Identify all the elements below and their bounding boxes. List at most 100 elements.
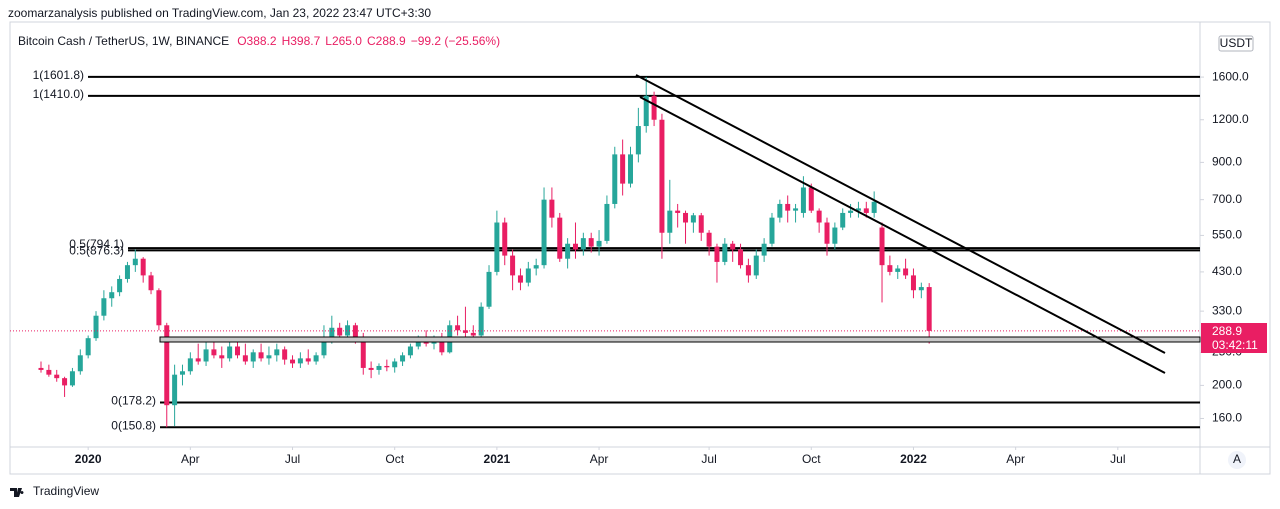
candle-body — [203, 349, 209, 362]
y-tick-label: 700.0 — [1212, 192, 1242, 206]
candle-body — [690, 215, 696, 223]
candle-body — [242, 355, 248, 362]
y-tick-label: 330.0 — [1212, 303, 1242, 317]
candle-body — [785, 203, 791, 211]
symbol: Bitcoin Cash / TetherUS, 1W, BINANCE O388… — [18, 34, 500, 48]
candle-body — [588, 238, 594, 247]
candle-body — [305, 358, 311, 362]
candle-body — [455, 325, 461, 331]
ohlc: O388.2 H398.7 L265.0 C288.9 −99.2 (−25.56%) — [237, 34, 500, 48]
candle-body — [101, 298, 107, 316]
ohlc-value: −99.2 (−25.56%) — [411, 34, 500, 48]
candle-body — [848, 210, 854, 213]
candle-body — [926, 287, 932, 331]
candle-body — [769, 217, 775, 244]
candle-body — [337, 327, 343, 336]
brand: TradingView — [33, 484, 99, 498]
candle-body — [604, 203, 610, 241]
candle-body — [722, 243, 728, 262]
candle-body — [541, 199, 547, 266]
currency-box[interactable] — [1218, 35, 1254, 52]
candle-body — [187, 358, 193, 372]
currency: USDT — [1220, 36, 1253, 50]
candle-body — [596, 240, 602, 247]
candle-body — [77, 355, 83, 372]
x-tick-label: 2021 — [484, 452, 511, 466]
candle-body — [227, 346, 233, 359]
y-tick-label: 1200.0 — [1212, 112, 1249, 126]
candle-body — [54, 374, 60, 379]
candle-body — [706, 232, 712, 247]
plot: 160.0200.0250.0330.0430.0550.0700.0900.0… — [10, 68, 1249, 466]
candle-body — [816, 210, 822, 223]
candle-body — [714, 246, 720, 262]
x-tick-label: Apr — [1006, 452, 1025, 466]
candle-body — [85, 338, 91, 356]
candle-body — [517, 275, 523, 283]
candle-body — [439, 338, 445, 353]
trendline — [639, 96, 1166, 374]
candle-body — [282, 349, 288, 360]
candle-body — [235, 346, 240, 356]
candle-body — [918, 287, 924, 291]
candle-body — [777, 203, 783, 218]
candle-body — [124, 265, 130, 279]
y-tick-label: 430.0 — [1212, 264, 1242, 278]
candle-body — [313, 355, 319, 362]
logo-icon — [10, 488, 24, 497]
candle-body — [140, 258, 146, 276]
candle-body — [148, 275, 154, 291]
candle-body — [675, 210, 681, 213]
logo: TradingView — [10, 484, 99, 498]
candle-body — [761, 243, 767, 256]
symbol-name: Bitcoin Cash / TetherUS, 1W, BINANCE — [18, 34, 229, 48]
candle-body — [895, 268, 901, 272]
ohlc-value: C288.9 — [367, 34, 406, 48]
candle-body — [730, 243, 736, 250]
candle-body — [219, 355, 225, 359]
auto-scale-button[interactable] — [1228, 451, 1246, 469]
candle-body — [840, 212, 846, 228]
ohlc-value: O388.2 — [237, 34, 277, 48]
candle-body — [407, 346, 413, 356]
candle-body — [352, 325, 358, 341]
last-price: 288.9 — [1212, 324, 1242, 338]
candle-body — [824, 222, 830, 244]
level-label: 1(1601.8) — [33, 68, 84, 82]
candle-body — [62, 378, 68, 386]
candle-body — [793, 208, 799, 211]
ohlc-value: L265.0 — [325, 34, 362, 48]
x-tick-label: Apr — [590, 452, 609, 466]
candle-body — [179, 371, 185, 375]
candle-body — [871, 201, 877, 213]
candle-body — [494, 222, 500, 272]
candle-body — [510, 255, 516, 276]
support-zone — [159, 336, 1201, 343]
candle-body — [345, 325, 351, 336]
y-tick-label: 1600.0 — [1212, 69, 1249, 83]
ohlc-value: H398.7 — [282, 34, 321, 48]
y-tick-label: 550.0 — [1212, 228, 1242, 242]
price-label-box — [1201, 323, 1267, 353]
candle-body — [863, 208, 869, 213]
candle-body — [164, 325, 170, 406]
candle-body — [910, 275, 916, 291]
publisher: zoomarzanalysis published on TradingView… — [8, 6, 431, 20]
candle-body — [832, 227, 838, 244]
countdown: 03:42:11 — [1212, 338, 1258, 352]
candle-body — [266, 355, 272, 359]
auto-scale-label: A — [1233, 452, 1241, 466]
candle-body — [557, 217, 563, 259]
candle-body — [38, 367, 44, 370]
x-tick-label: 2020 — [75, 452, 102, 466]
candle-body — [565, 243, 571, 259]
candle-body — [903, 268, 909, 276]
candle-body — [69, 371, 75, 386]
candle-body — [525, 268, 531, 283]
candle-body — [321, 340, 327, 356]
candle-body — [250, 352, 256, 362]
level-label: 0.5(794.1) — [69, 237, 124, 251]
candle-body — [415, 340, 421, 347]
